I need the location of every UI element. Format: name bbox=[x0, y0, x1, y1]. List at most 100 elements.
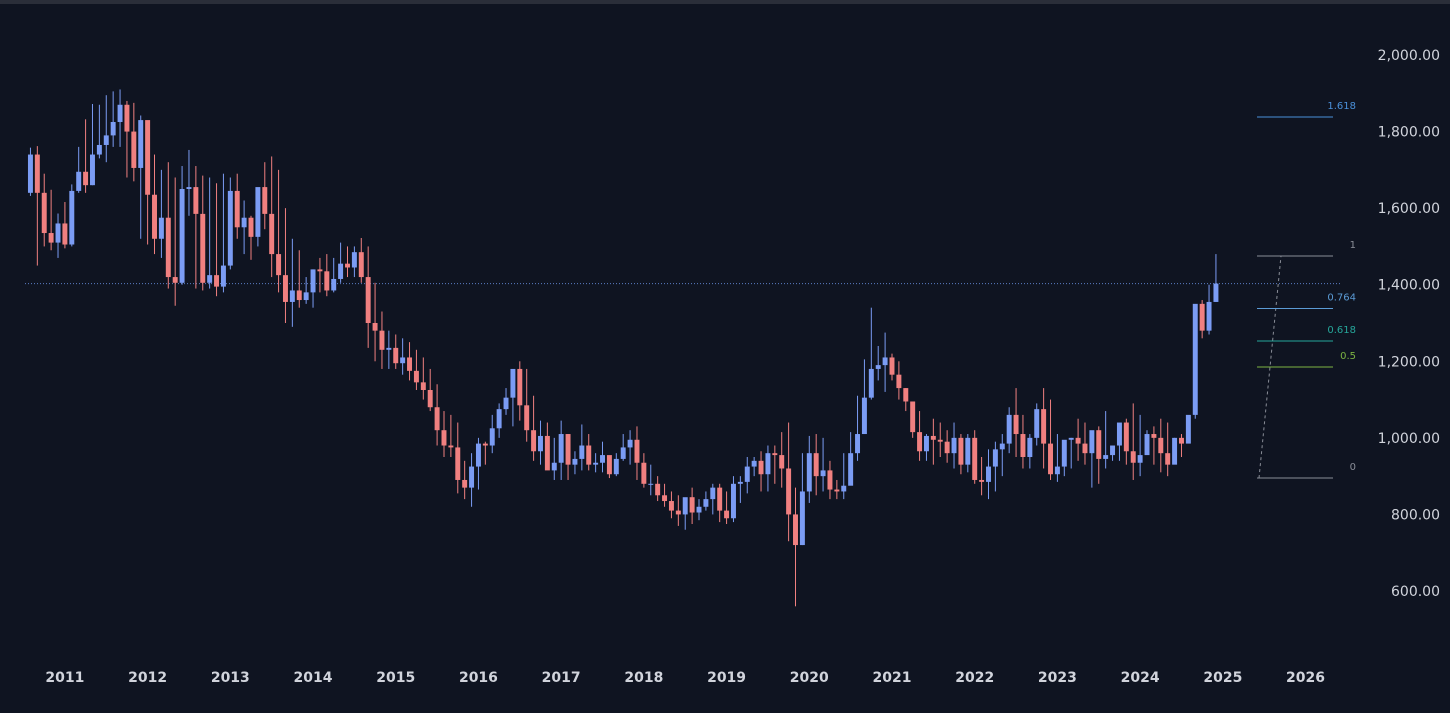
candle bbox=[917, 411, 923, 461]
candle-body bbox=[799, 491, 805, 546]
year-tick-label: 2016 bbox=[459, 670, 498, 686]
year-tick-label: 2025 bbox=[1203, 670, 1242, 686]
candle bbox=[324, 254, 330, 297]
candle bbox=[889, 353, 895, 381]
candle bbox=[1130, 403, 1136, 480]
candle bbox=[496, 403, 502, 438]
candle-body bbox=[1192, 303, 1198, 415]
candle bbox=[276, 169, 282, 293]
candle-body bbox=[717, 487, 723, 511]
candle bbox=[634, 426, 640, 480]
candle bbox=[820, 437, 826, 492]
candle-body bbox=[965, 437, 971, 465]
price-tick-label: 1,000.00 bbox=[1378, 431, 1440, 447]
candle bbox=[648, 464, 654, 496]
candle-body bbox=[1096, 430, 1102, 459]
candle-body bbox=[434, 407, 440, 431]
candle-body bbox=[496, 409, 502, 429]
candle bbox=[558, 420, 564, 480]
candle-body bbox=[331, 278, 337, 291]
candle bbox=[1116, 422, 1122, 461]
price-tick-label: 800.00 bbox=[1391, 507, 1440, 523]
candle bbox=[186, 149, 192, 216]
candle bbox=[117, 89, 123, 147]
candle bbox=[779, 432, 785, 488]
candle-body bbox=[469, 466, 475, 488]
fib-level-label: 0.618 bbox=[1327, 325, 1356, 336]
year-tick-label: 2021 bbox=[873, 670, 912, 686]
candle-body bbox=[1206, 301, 1212, 331]
candle bbox=[1103, 411, 1109, 469]
candle-body bbox=[1041, 409, 1047, 444]
candle bbox=[62, 202, 68, 249]
candle bbox=[69, 184, 75, 247]
candle-body bbox=[889, 357, 895, 375]
candle-body bbox=[1089, 430, 1095, 454]
candle bbox=[689, 487, 695, 524]
candle-body bbox=[951, 437, 957, 454]
candle-body bbox=[1172, 437, 1178, 465]
candle-body bbox=[351, 252, 357, 268]
candle-body bbox=[779, 455, 785, 469]
candle bbox=[668, 491, 674, 519]
candle-body bbox=[861, 397, 867, 435]
candles bbox=[27, 89, 1219, 607]
year-tick-label: 2020 bbox=[790, 670, 829, 686]
fibonacci-retracement[interactable]: 1.618 1 0.764 0.618 0.5 0 bbox=[1257, 101, 1356, 479]
candle-body bbox=[1123, 422, 1129, 452]
candle bbox=[413, 349, 419, 390]
candle-body bbox=[1178, 437, 1184, 444]
candle bbox=[193, 166, 199, 289]
candle-body bbox=[214, 275, 220, 287]
candle bbox=[834, 479, 840, 500]
candle-body bbox=[551, 462, 557, 471]
candle-body bbox=[69, 190, 75, 245]
candle-body bbox=[979, 479, 985, 482]
candle bbox=[958, 434, 964, 475]
candle bbox=[220, 173, 226, 293]
fib-trendline[interactable] bbox=[1258, 255, 1282, 479]
candle-body bbox=[648, 483, 654, 485]
candle bbox=[827, 460, 833, 500]
candle bbox=[27, 147, 33, 196]
candle-body bbox=[269, 213, 275, 255]
time-axis[interactable]: 2011 2012 2013 2014 2015 2016 2017 2018 2019 2020… bbox=[45, 670, 1325, 686]
candle bbox=[358, 238, 364, 283]
price-axis[interactable]: 2,000.00 1,800.00 1,600.00 1,400.00 1,200.00… bbox=[1378, 48, 1440, 600]
candle bbox=[489, 414, 495, 454]
candle bbox=[103, 95, 109, 163]
candle bbox=[1185, 414, 1191, 444]
candle-body bbox=[489, 428, 495, 446]
candle bbox=[572, 451, 578, 475]
candle-body bbox=[1006, 414, 1012, 444]
candle-body bbox=[510, 368, 516, 398]
candle-body bbox=[724, 510, 730, 519]
price-tick-label: 2,000.00 bbox=[1378, 48, 1440, 64]
candle-body bbox=[41, 192, 47, 234]
candle-body bbox=[1048, 443, 1054, 475]
candle-body bbox=[89, 154, 95, 186]
year-tick-label: 2017 bbox=[542, 670, 581, 686]
candle-body bbox=[751, 460, 757, 467]
candle bbox=[296, 250, 302, 308]
candle-body bbox=[634, 439, 640, 463]
candle-body bbox=[772, 453, 778, 456]
year-tick-label: 2014 bbox=[294, 670, 333, 686]
candle bbox=[710, 483, 716, 515]
candle bbox=[1206, 284, 1212, 335]
candle bbox=[1054, 434, 1060, 482]
candle bbox=[48, 189, 54, 251]
candle-body bbox=[1027, 437, 1033, 457]
candle bbox=[848, 432, 854, 486]
candle bbox=[620, 434, 626, 461]
candle-body bbox=[117, 104, 123, 122]
candle-body bbox=[1185, 414, 1191, 444]
candle bbox=[544, 422, 550, 471]
candle bbox=[765, 445, 771, 492]
candle bbox=[214, 183, 220, 297]
candle-body bbox=[124, 104, 130, 132]
candle bbox=[613, 453, 619, 477]
candle bbox=[455, 422, 461, 494]
candle bbox=[1013, 388, 1019, 457]
